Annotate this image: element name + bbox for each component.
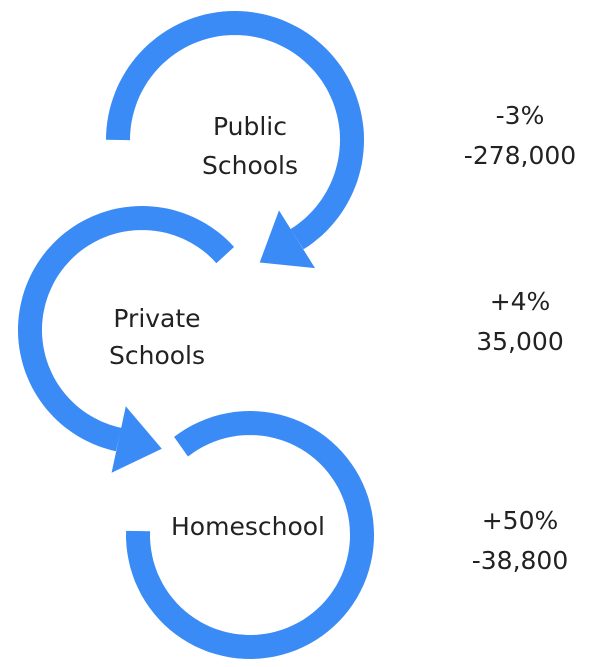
node-stat: -3% [496,101,545,130]
ring-arrowhead [259,210,315,269]
ring-arrowhead [111,406,162,473]
node-label: Schools [109,341,205,370]
node-stat: +4% [490,287,551,316]
node-label: Schools [202,151,298,180]
ring-arc [106,10,365,250]
ring-arc [18,205,235,452]
node-label: Private [113,304,200,333]
rings [18,10,375,660]
node-stat: +50% [482,506,559,535]
node-label: Homeschool [171,512,325,541]
node-stat: -38,800 [472,546,569,575]
node-stat: -278,000 [464,141,576,170]
ring-arc [125,410,375,660]
node-label: Public [213,112,287,141]
node-stat: 35,000 [476,327,563,356]
